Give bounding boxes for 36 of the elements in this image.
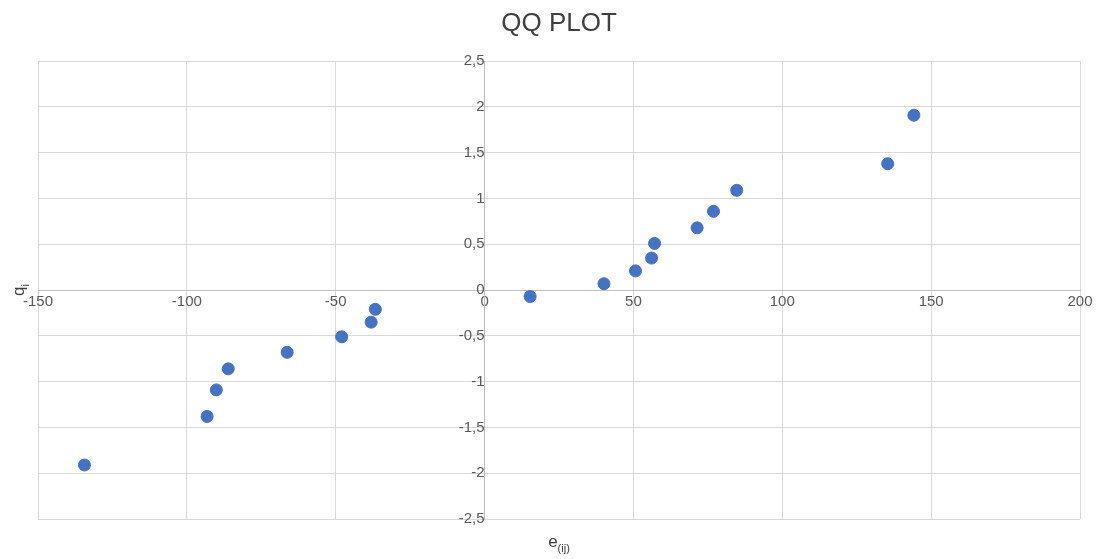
point <box>209 383 223 397</box>
point <box>221 362 235 376</box>
x-tick-label: -100 <box>171 292 202 310</box>
point <box>648 236 662 250</box>
y-tick-label: -2 <box>471 463 485 481</box>
x-tick-label: 100 <box>769 292 795 310</box>
chart-title: QQ PLOT <box>501 6 617 37</box>
y-tick-label: -2,5 <box>458 509 485 527</box>
point <box>645 251 659 265</box>
point <box>280 345 294 359</box>
point <box>335 330 349 344</box>
y-tick-label: -1,5 <box>458 417 485 435</box>
point <box>368 302 382 316</box>
y-axis-title: qi <box>9 284 32 297</box>
y-tick-label: 1 <box>476 188 485 206</box>
point <box>364 315 378 329</box>
point <box>200 409 214 423</box>
y-tick-label: -0,5 <box>458 326 485 344</box>
point <box>690 221 704 235</box>
x-tick-label: 50 <box>625 292 642 310</box>
point <box>881 157 895 171</box>
x-tick-label: -50 <box>324 292 347 310</box>
point <box>597 277 611 291</box>
y-tick-label: 2 <box>476 97 485 115</box>
point <box>730 183 744 197</box>
y-tick-label: 2,5 <box>463 51 485 69</box>
y-tick-label: 0,5 <box>463 234 485 252</box>
point <box>523 290 537 304</box>
point <box>707 204 721 218</box>
point <box>77 458 91 472</box>
x-tick-label: 200 <box>1067 292 1093 310</box>
point <box>907 108 921 122</box>
x-tick-label: 150 <box>918 292 944 310</box>
y-tick-label: -1 <box>471 371 485 389</box>
point <box>629 264 643 278</box>
y-tick-label: 1,5 <box>463 142 485 160</box>
